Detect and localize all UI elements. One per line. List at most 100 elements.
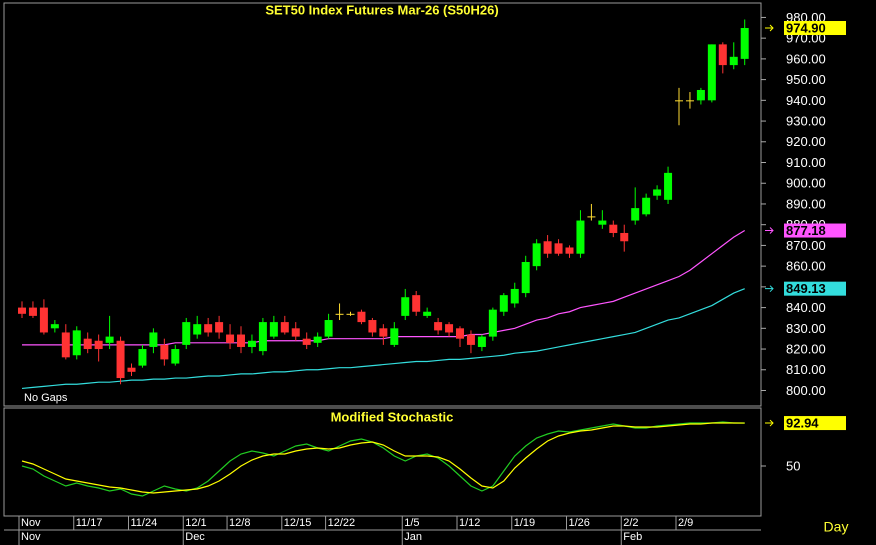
value-label: 849.13 [786, 281, 826, 296]
candle-body [499, 295, 508, 312]
candle-body [707, 44, 716, 101]
candle-body [226, 334, 235, 343]
x-tick-label: 1/12 [459, 517, 480, 529]
month-label: Jan [404, 531, 422, 543]
candle-body [94, 340, 103, 350]
y-tick-label: 830.00 [786, 321, 826, 336]
y-tick-label: 890.00 [786, 196, 826, 211]
x-tick-label: 12/1 [185, 517, 206, 529]
candle-body [740, 28, 749, 59]
candle-body [346, 313, 355, 315]
x-tick-label: 11/24 [131, 517, 158, 529]
y-tick-label: 840.00 [786, 300, 826, 315]
candle-body [160, 344, 169, 360]
candle-body [302, 338, 311, 345]
moving-average [21, 288, 745, 390]
candle-body [445, 324, 454, 333]
x-tick-label: 12/15 [284, 517, 312, 529]
arrow [765, 285, 774, 293]
chart-title: SET50 Index Futures Mar-26 (S50H26) [265, 2, 498, 17]
candle-body [116, 340, 125, 379]
candle-body [609, 224, 618, 233]
y-tick-label: 950.00 [786, 72, 826, 87]
stochastic-panel [3, 407, 762, 517]
candle-body [598, 220, 607, 225]
y-tick-label: 870.00 [786, 238, 826, 253]
candle-body [313, 336, 322, 343]
note: No Gaps [24, 392, 68, 404]
candle-body [510, 288, 519, 304]
candle-body [280, 322, 289, 333]
candle-body [171, 349, 180, 364]
candle-body [193, 324, 202, 335]
candle-body [379, 328, 388, 337]
y-tick-label: 50 [786, 458, 800, 473]
candle-body [50, 324, 59, 329]
candle-body [685, 100, 694, 102]
candle-body [237, 334, 245, 347]
candle-body [324, 320, 333, 337]
candle-body [664, 172, 673, 200]
value-label: 974.90 [786, 20, 826, 35]
candle-body [653, 189, 662, 196]
arrow [765, 419, 774, 427]
arrow [765, 227, 774, 234]
candle-body [335, 313, 344, 315]
stochastic-title: Modified Stochastic [331, 409, 454, 424]
candle-body [127, 367, 136, 372]
y-tick-label: 900.00 [786, 176, 826, 191]
value-label-box [784, 416, 846, 431]
candle-body [696, 89, 705, 101]
y-tick-label: 960.00 [786, 51, 826, 66]
month-label: Feb [623, 531, 642, 543]
candle-body [28, 307, 37, 316]
candle-body [105, 336, 114, 343]
candle-body [466, 334, 475, 345]
candle-body [488, 309, 497, 337]
value-label-box [784, 21, 846, 36]
candle-body [138, 349, 147, 366]
candle-body [587, 216, 596, 218]
arrow [765, 24, 774, 32]
x-tick-label: 1/26 [569, 517, 590, 529]
candle-body [258, 322, 267, 352]
stochastic-line [21, 422, 745, 494]
y-tick-label: 930.00 [786, 113, 826, 128]
x-tick-label: 12/22 [328, 517, 356, 529]
candle-body [718, 44, 727, 66]
candle-body [423, 311, 432, 316]
candle-body [642, 197, 651, 215]
y-tick-label: 800.00 [786, 383, 826, 398]
candle-body [72, 330, 81, 356]
value-label-box [784, 223, 846, 238]
candle-body [182, 322, 191, 345]
candle-body [83, 338, 92, 350]
x-tick-label: 1/19 [514, 517, 535, 529]
price-panel [3, 2, 762, 407]
x-tick-label: 12/8 [229, 517, 250, 529]
candle-body [532, 243, 541, 267]
month-label: Nov [21, 531, 41, 543]
candle-body [543, 241, 552, 254]
candle-body [412, 295, 421, 312]
candle-body [456, 328, 464, 339]
candle-body [434, 322, 443, 331]
candle-body [521, 261, 530, 294]
candle-body [565, 247, 574, 254]
candle-body [729, 56, 738, 66]
candle-body [368, 320, 377, 333]
value-label: 877.18 [786, 223, 826, 238]
x-tick-label: 1/5 [404, 517, 419, 529]
candle-body [390, 328, 399, 345]
y-tick-label: 910.00 [786, 155, 826, 170]
value-label-box [784, 281, 846, 296]
candle-body [247, 340, 256, 347]
candle-body [620, 232, 629, 242]
candle-body [357, 311, 366, 323]
y-tick-label: 820.00 [786, 341, 826, 356]
candle-body [39, 307, 48, 333]
x-tick-label: 11/17 [76, 517, 103, 529]
value-label: 92.94 [786, 415, 819, 430]
y-tick-label: 940.00 [786, 93, 826, 108]
